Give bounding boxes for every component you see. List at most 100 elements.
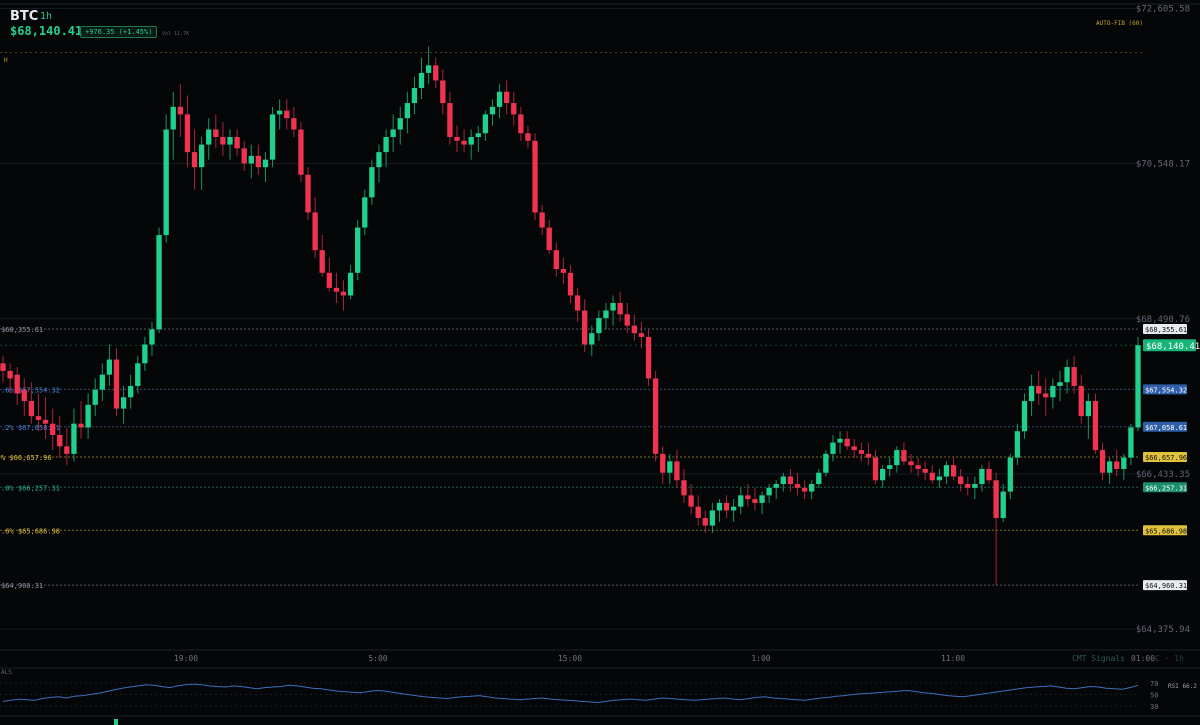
candle-body-bear xyxy=(312,212,318,251)
timeframe-label[interactable]: 1h xyxy=(40,11,53,22)
candle-body-bear xyxy=(213,129,219,138)
candle-body-bull xyxy=(1000,491,1006,518)
candle-body-bear xyxy=(461,140,467,145)
rsi-value-label: RSI 66.2 xyxy=(1168,683,1197,690)
fib-level-price-tag xyxy=(1143,421,1187,432)
candle-body-bull xyxy=(830,442,836,454)
candle-body-bear xyxy=(539,212,545,228)
candle-body-bear xyxy=(901,450,907,462)
candle-body-bull xyxy=(468,137,474,145)
high-line-label: H xyxy=(4,57,8,64)
candle-body-bull xyxy=(383,137,389,153)
candle-body-bear xyxy=(433,65,439,81)
fib-level-right-label: $64,960.31 xyxy=(1145,582,1187,590)
candle-body-bull xyxy=(1057,382,1063,386)
candle-body-bull xyxy=(823,453,829,473)
candle-body-bull xyxy=(1021,401,1028,432)
candle-body-bull xyxy=(170,106,176,130)
candle-body-bear xyxy=(518,114,524,134)
candle-body-bear xyxy=(702,517,708,526)
candle-body-bull xyxy=(1135,345,1141,428)
candle-body-bull xyxy=(667,461,673,473)
candle-body-bear xyxy=(35,416,42,420)
candle-body-bear xyxy=(340,291,347,296)
candle-body-bear xyxy=(28,401,35,417)
candle-body-bear xyxy=(64,446,70,454)
candle-body-bear xyxy=(858,450,865,454)
candle-body-bull xyxy=(198,144,205,168)
candle-body-bear xyxy=(553,250,559,270)
candle-body-bull xyxy=(759,495,765,503)
fib-level-price-tag xyxy=(1143,323,1187,334)
candle-body-bear xyxy=(1036,385,1042,394)
symbol-label: BTC xyxy=(10,9,39,24)
candle-body-bear xyxy=(49,423,56,435)
candle-body-bull xyxy=(425,65,432,73)
candle-body-bear xyxy=(532,140,538,213)
candle-body-bear xyxy=(220,137,226,145)
y-axis-tick-label: $70,548.17 xyxy=(1136,160,1190,170)
candle-body-bear xyxy=(255,155,262,168)
candle-body-bear xyxy=(915,465,921,469)
candle-body-bull xyxy=(269,114,276,160)
y-axis-tick-label: $66,433.35 xyxy=(1136,470,1190,480)
candle-body-bear xyxy=(957,476,964,485)
candle-body-bear xyxy=(723,502,730,511)
candle-body-bull xyxy=(730,506,737,511)
candle-body-bull xyxy=(411,87,418,104)
last-price-label: $68,140.41 xyxy=(1146,342,1200,352)
y-axis-tick-label: $64,375.94 xyxy=(1136,625,1190,635)
fib-level-right-label: $67,058.61 xyxy=(1145,424,1187,432)
candle-body-bear xyxy=(113,359,120,409)
candle-body-bear xyxy=(617,302,623,315)
candle-body-bear xyxy=(929,472,935,481)
fib-level-right-label: $67,554.32 xyxy=(1145,386,1187,394)
candle-body-bear xyxy=(1099,450,1106,473)
candle-body-bull xyxy=(738,495,744,507)
candle-body-bear xyxy=(752,499,758,503)
candle-body-bear xyxy=(447,103,453,138)
candle-body-bull xyxy=(106,359,113,375)
candle-body-bull xyxy=(1085,401,1092,417)
candle-body-bear xyxy=(560,269,567,273)
candle-body-bear xyxy=(78,423,84,428)
candle-body-bull xyxy=(355,227,361,273)
rsi-level-label: 70 xyxy=(1150,680,1158,688)
candle-body-bull xyxy=(149,329,155,345)
fib-level-left-label: $64,960.31 xyxy=(1,582,43,590)
candle-body-bull xyxy=(418,72,425,88)
candle-body-bear xyxy=(7,370,13,379)
volume-label: Vol 11.7K xyxy=(162,31,190,37)
candle-body-bear xyxy=(333,287,340,292)
candle-body-bear xyxy=(184,114,191,153)
candle-body-bull xyxy=(816,472,822,485)
candle-body-bull xyxy=(92,389,98,405)
candle-body-bear xyxy=(241,148,247,164)
candle-body-bull xyxy=(1028,385,1035,402)
candle-body-bear xyxy=(681,480,687,496)
candle-body-bull xyxy=(489,106,496,115)
fib-level-price-tag xyxy=(1143,452,1187,463)
candle-body-bull xyxy=(709,510,716,526)
candle-body-bull xyxy=(262,159,269,168)
candle-body-bull xyxy=(482,114,489,134)
candle-body-bear xyxy=(787,476,794,485)
x-axis-tick-label: 1:00 xyxy=(751,654,770,663)
candle-body-bull xyxy=(1014,431,1021,458)
candle-body-bear xyxy=(503,91,510,104)
candle-body-bear xyxy=(305,174,311,213)
fib-level-left-label: .6% $67,554.32 xyxy=(1,386,60,394)
candle-body-bear xyxy=(525,133,531,141)
candle-body-bull xyxy=(390,129,396,138)
candle-body-bear xyxy=(511,103,517,115)
candle-body-bull xyxy=(376,152,382,168)
candle-body-bear xyxy=(1092,401,1099,451)
auto-fib-label[interactable]: AUTO-FIB (60) xyxy=(1096,20,1143,27)
x-axis-tick-label: 19:00 xyxy=(174,654,198,663)
candle-body-bear xyxy=(922,468,928,473)
candle-body-bull xyxy=(1106,461,1113,473)
candle-body-bear xyxy=(319,250,325,273)
candle-body-bull xyxy=(837,438,843,443)
